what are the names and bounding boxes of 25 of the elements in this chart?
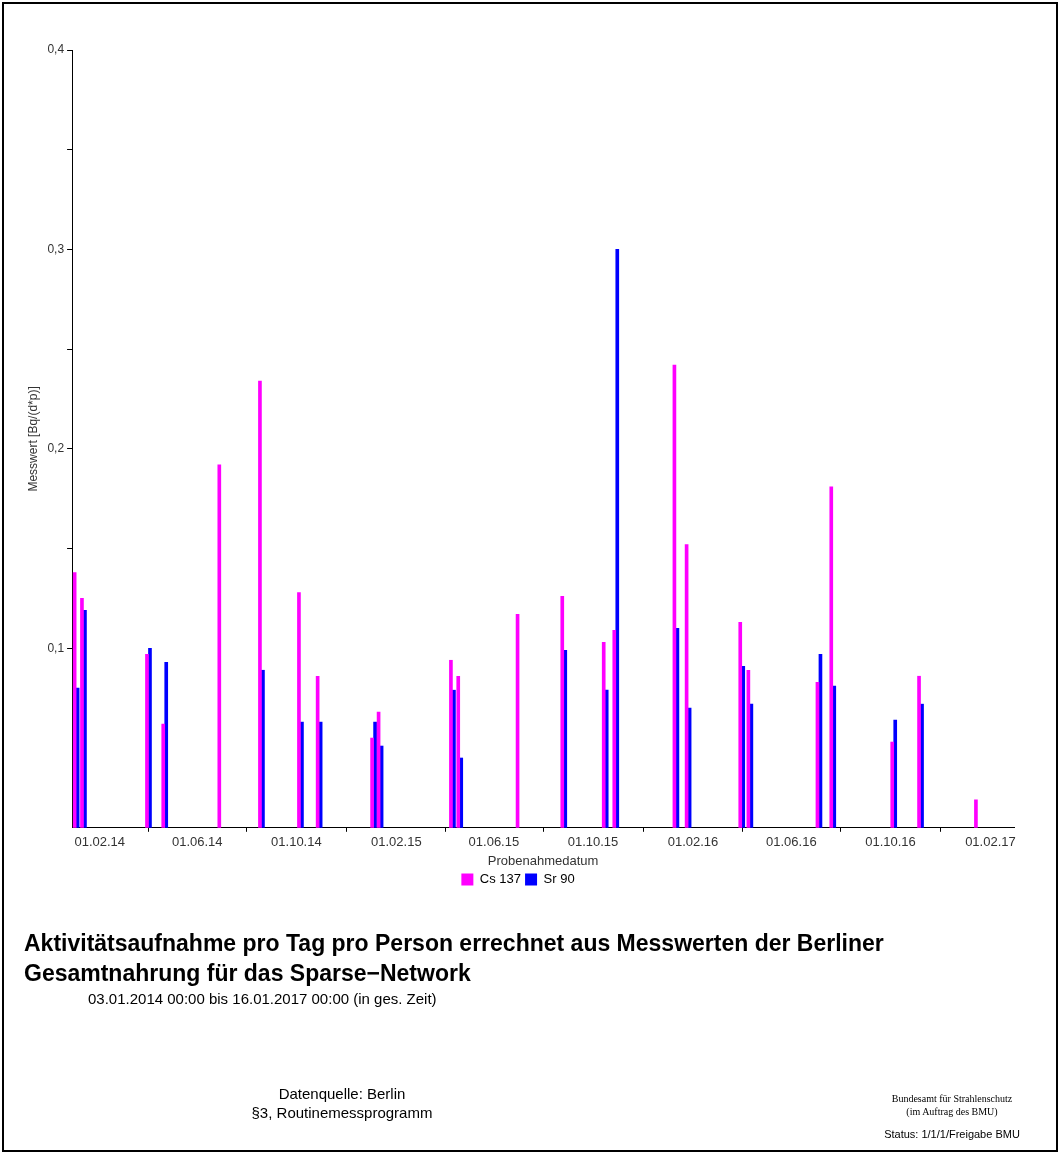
text: §3, Routinemessprogramm — [250, 1104, 434, 1121]
x-tick-label: 01.10.15 — [567, 834, 619, 850]
x-tick-label: 01.06.15 — [468, 834, 520, 850]
legend-label: Cs 137 — [479, 871, 522, 887]
text: Bundesamt für Strahlenschutz — [890, 1093, 1014, 1104]
x-tick-label: 01.06.16 — [766, 834, 817, 850]
x-axis-title: Probenahmedatum — [487, 852, 599, 868]
text: 03.01.2014 00:00 bis 16.01.2017 00:00 (in ges. Zeit) — [88, 990, 437, 1007]
y-tick-label: 0,3 — [47, 241, 65, 256]
x-tick-label: 01.10.16 — [865, 834, 916, 850]
y-tick-label: 0,2 — [47, 441, 65, 456]
text: Aktivitätsaufnahme pro Tag pro Person errechnet aus Messwerten der Berliner Gesamtnahrung für das Sparse−Network — [24, 929, 885, 988]
x-tick-label: 01.02.16 — [667, 834, 719, 850]
text: Status: 1/1/1/Freigabe BMU — [883, 1128, 1021, 1140]
y-axis-title: Messwert [Bq/(d*p)] — [25, 386, 40, 492]
legend-label: Sr 90 — [543, 871, 575, 887]
x-tick-label: 01.10.14 — [271, 834, 322, 850]
text: Datenquelle: Berlin — [277, 1085, 407, 1102]
x-tick-label: 01.06.14 — [171, 834, 223, 850]
x-tick-label: 01.02.15 — [371, 834, 422, 850]
text: (im Auftrag des BMU) — [905, 1106, 999, 1117]
x-tick-label: 01.02.14 — [74, 834, 126, 850]
y-tick-label: 0,4 — [47, 42, 65, 57]
y-tick-label: 0,1 — [47, 640, 65, 655]
x-tick-label: 01.02.17 — [965, 834, 1016, 850]
